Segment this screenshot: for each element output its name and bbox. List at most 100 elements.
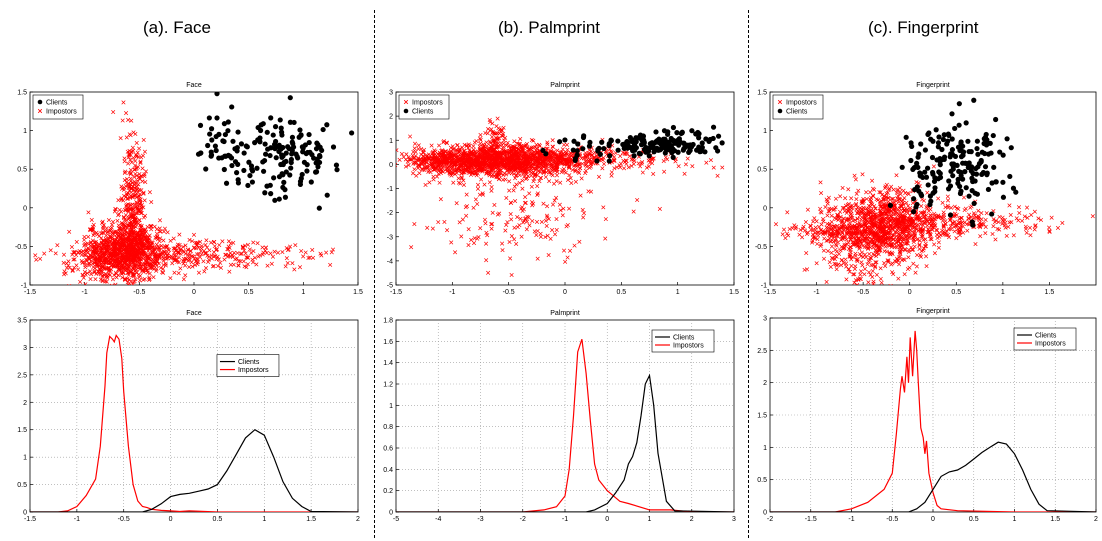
- impostor-point: [128, 157, 133, 162]
- y-tick-label: -3: [387, 234, 393, 241]
- impostor-point: [412, 167, 417, 172]
- impostor-point: [125, 265, 130, 271]
- impostor-point: [530, 218, 535, 224]
- impostor-point: [550, 228, 555, 233]
- impostor-point: [471, 147, 476, 152]
- impostor-point: [152, 224, 157, 229]
- impostor-point: [100, 220, 105, 225]
- impostor-point: [471, 205, 476, 210]
- client-point: [308, 179, 314, 185]
- impostor-point: [592, 155, 597, 160]
- x-tick-label: 1.5: [1045, 289, 1055, 296]
- client-point: [587, 139, 593, 146]
- impostor-point: [61, 260, 66, 265]
- impostor-point: [125, 270, 130, 275]
- impostor-point: [527, 223, 532, 228]
- client-point: [562, 137, 568, 143]
- impostor-point: [192, 263, 197, 268]
- impostor-point: [154, 227, 159, 232]
- impostor-point: [102, 292, 106, 296]
- client-point: [262, 190, 268, 196]
- impostor-point: [534, 232, 539, 238]
- impostor-point: [129, 118, 134, 123]
- impostor-point: [409, 245, 414, 250]
- client-point: [297, 127, 303, 133]
- client-point: [570, 147, 576, 153]
- impostor-point: [576, 169, 581, 174]
- impostor-point: [104, 226, 109, 231]
- impostor-point: [550, 202, 556, 207]
- impostor-point: [285, 260, 290, 266]
- impostor-point: [569, 181, 574, 186]
- impostor-point: [204, 238, 209, 243]
- impostor-point: [432, 161, 437, 166]
- impostor-point: [899, 203, 904, 208]
- impostor-point: [640, 170, 645, 175]
- y-tick-label: 1: [23, 128, 27, 135]
- impostor-point: [520, 160, 526, 165]
- impostor-point: [139, 252, 145, 257]
- impostor-point: [125, 207, 130, 212]
- impostor-point: [190, 239, 195, 244]
- impostor-point: [859, 269, 864, 274]
- impostor-point: [82, 242, 87, 247]
- impostor-point: [130, 273, 135, 278]
- impostor-point: [471, 144, 476, 149]
- impostor-point: [573, 179, 578, 184]
- client-point: [287, 172, 293, 178]
- impostor-point: [87, 261, 92, 266]
- impostor-point: [525, 214, 530, 219]
- impostor-point: [130, 266, 135, 271]
- x-tick-label: -1.5: [764, 289, 776, 296]
- impostor-point: [894, 190, 899, 195]
- impostor-point: [835, 240, 840, 245]
- impostor-point: [129, 160, 134, 165]
- client-point: [287, 95, 293, 101]
- impostor-point: [854, 197, 859, 202]
- impostor-point: [534, 164, 539, 169]
- impostor-point: [530, 154, 535, 159]
- impostor-point: [584, 164, 589, 169]
- impostor-point: [456, 167, 461, 172]
- impostor-point: [89, 227, 94, 232]
- impostor-point: [478, 132, 483, 137]
- impostor-point: [499, 157, 504, 162]
- impostor-point: [491, 149, 496, 154]
- impostor-point: [461, 161, 467, 166]
- impostor-point: [891, 187, 896, 192]
- impostor-point: [177, 232, 182, 237]
- impostor-point: [106, 259, 111, 264]
- impostor-point: [182, 259, 187, 264]
- impostor-point: [412, 222, 417, 227]
- impostor-point: [474, 173, 479, 178]
- impostor-point: [140, 179, 145, 184]
- impostor-point: [137, 194, 142, 199]
- impostor-point: [853, 177, 858, 182]
- impostor-point: [175, 250, 180, 255]
- impostor-point: [129, 226, 134, 231]
- impostor-point: [855, 205, 860, 210]
- x-tick-label: 1: [301, 289, 305, 296]
- impostor-point: [153, 253, 158, 258]
- impostor-point: [178, 266, 183, 271]
- impostor-point: [511, 153, 516, 158]
- impostor-point: [165, 230, 170, 235]
- impostor-point: [297, 265, 303, 270]
- impostor-point: [524, 227, 529, 232]
- impostor-point: [483, 130, 488, 136]
- impostor-point: [113, 207, 118, 212]
- impostor-point: [122, 159, 127, 164]
- impostor-point: [825, 213, 830, 218]
- impostor-point: [110, 277, 116, 282]
- impostor-point: [158, 229, 163, 234]
- impostor-point: [932, 251, 937, 256]
- legend-box: [398, 94, 450, 120]
- impostor-point: [842, 205, 847, 211]
- impostor-point: [189, 260, 194, 265]
- impostor-point: [602, 161, 607, 167]
- impostor-point: [567, 248, 573, 253]
- impostor-point: [538, 175, 544, 181]
- impostor-point: [127, 148, 132, 153]
- impostor-point: [183, 256, 188, 261]
- client-point: [216, 131, 222, 137]
